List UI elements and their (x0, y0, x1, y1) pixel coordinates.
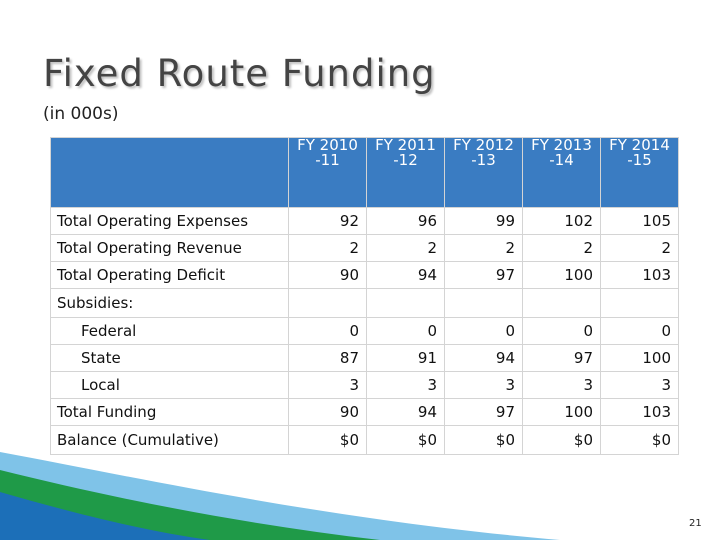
table-cell: 100 (600, 344, 679, 372)
table-cell: 2 (444, 234, 523, 262)
row-total-funding: Total Funding 90 94 97 100 103 (50, 398, 679, 426)
table-cell: 92 (288, 207, 367, 235)
table-cell: 0 (600, 317, 679, 345)
table-cell: 103 (600, 261, 679, 289)
header-fy2010: FY 2010 -11 (288, 137, 367, 208)
row-label: Federal (50, 317, 289, 345)
table-header-row: FY 2010 -11 FY 2011 -12 FY 2012 -13 FY 2013… (50, 137, 679, 208)
table-cell: 100 (522, 398, 601, 426)
table-cell: 90 (288, 398, 367, 426)
table-cell: 105 (600, 207, 679, 235)
table-cell: 97 (522, 344, 601, 372)
table-cell: 2 (288, 234, 367, 262)
row-total-operating-revenue: Total Operating Revenue 2 2 2 2 2 (50, 234, 679, 262)
table-cell: 3 (366, 371, 445, 399)
row-total-operating-expenses: Total Operating Expenses 92 96 99 102 10… (50, 207, 679, 235)
row-state: State 87 91 94 97 100 (50, 344, 679, 372)
table-cell: 87 (288, 344, 367, 372)
header-fy2014: FY 2014 -15 (600, 137, 679, 208)
decorative-wave-graphic (0, 452, 560, 540)
row-balance-cumulative: Balance (Cumulative) $0 $0 $0 $0 $0 (50, 425, 679, 455)
row-label: Total Operating Revenue (50, 234, 289, 262)
header-corner (50, 137, 289, 208)
table-cell: $0 (444, 425, 523, 455)
table-cell: 97 (444, 261, 523, 289)
row-label: State (50, 344, 289, 372)
table-cell: $0 (288, 425, 367, 455)
row-label: Total Operating Expenses (50, 207, 289, 235)
header-fy2012: FY 2012 -13 (444, 137, 523, 208)
table-cell: 3 (522, 371, 601, 399)
table-cell: 2 (366, 234, 445, 262)
table-cell: 102 (522, 207, 601, 235)
table-cell (600, 288, 679, 318)
page-number: 21 (689, 518, 702, 529)
table-cell: 0 (366, 317, 445, 345)
table-cell (366, 288, 445, 318)
row-total-operating-deficit: Total Operating Deficit 90 94 97 100 103 (50, 261, 679, 289)
table-cell: 3 (444, 371, 523, 399)
row-federal: Federal 0 0 0 0 0 (50, 317, 679, 345)
funding-table: FY 2010 -11 FY 2011 -12 FY 2012 -13 FY 2013… (50, 137, 679, 455)
table-cell: 94 (366, 398, 445, 426)
table-cell: 0 (522, 317, 601, 345)
header-fy2011: FY 2011 -12 (366, 137, 445, 208)
table-cell: 90 (288, 261, 367, 289)
wave-blue-band (0, 492, 210, 540)
table-cell: 0 (444, 317, 523, 345)
row-label: Subsidies: (50, 288, 289, 318)
table-cell: 94 (444, 344, 523, 372)
table-cell: 3 (288, 371, 367, 399)
table-cell: 103 (600, 398, 679, 426)
row-label: Total Funding (50, 398, 289, 426)
table-cell: 3 (600, 371, 679, 399)
table-cell: 96 (366, 207, 445, 235)
table-cell: $0 (600, 425, 679, 455)
row-label: Local (50, 371, 289, 399)
row-local: Local 3 3 3 3 3 (50, 371, 679, 399)
table-cell: 91 (366, 344, 445, 372)
table-cell (444, 288, 523, 318)
table-cell: 97 (444, 398, 523, 426)
table-cell: 2 (522, 234, 601, 262)
table-cell: 0 (288, 317, 367, 345)
table-cell: 94 (366, 261, 445, 289)
table-cell: 99 (444, 207, 523, 235)
table-cell (522, 288, 601, 318)
table-cell (288, 288, 367, 318)
slide-subtitle: (in 000s) (43, 104, 119, 124)
table-cell: 2 (600, 234, 679, 262)
row-label: Balance (Cumulative) (50, 425, 289, 455)
table-cell: 100 (522, 261, 601, 289)
slide-title: Fixed Route Funding (43, 52, 436, 95)
row-label: Total Operating Deficit (50, 261, 289, 289)
row-subsidies: Subsidies: (50, 288, 679, 318)
header-fy2013: FY 2013 -14 (522, 137, 601, 208)
